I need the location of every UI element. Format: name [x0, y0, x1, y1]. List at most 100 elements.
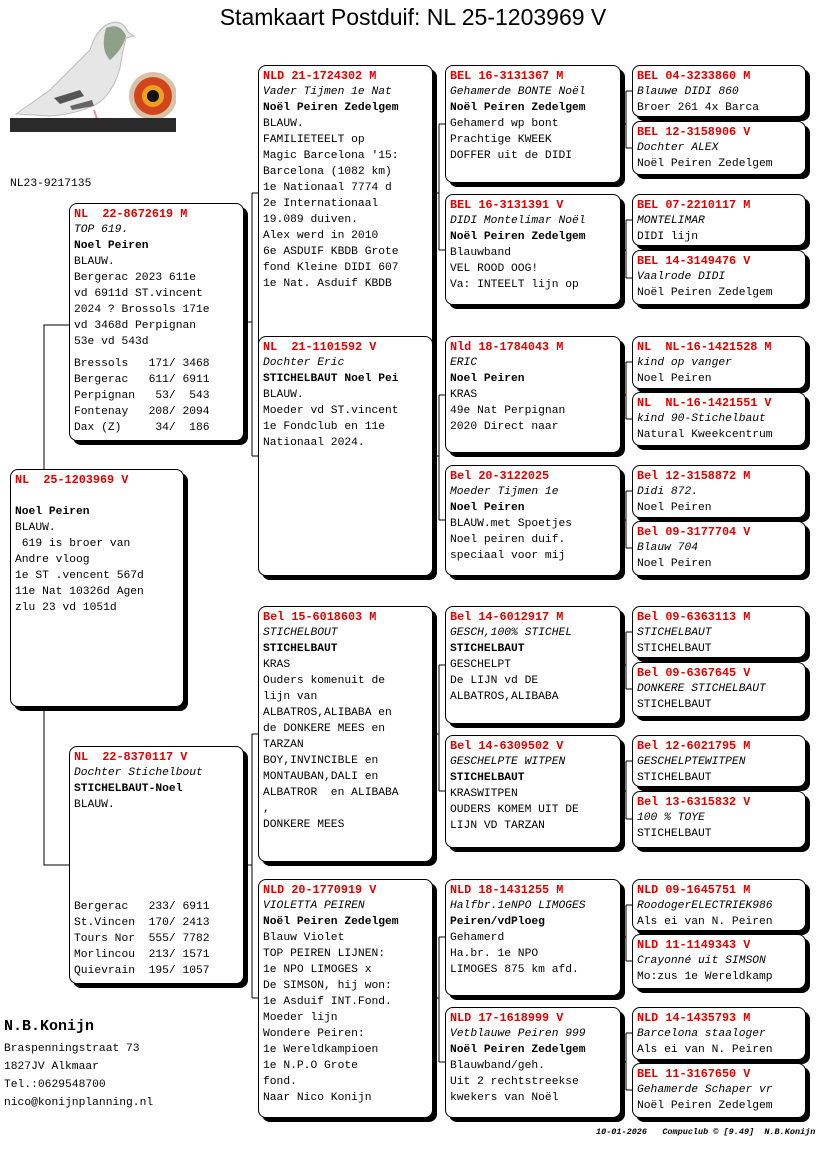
pigeon-name: GESCH,100% STICHEL — [450, 627, 573, 639]
pigeon-name: Gehamerde Schaper vr — [637, 1084, 773, 1096]
info-line: BLAUW.met Spoetjes — [450, 518, 573, 530]
ring-number: Bel 12-3158872 M — [637, 469, 751, 483]
info-line: Blauw Violet — [263, 932, 345, 944]
great-grandparent-card[interactable]: BEL 16-3131391 V DIDI Montelimar Noël Noël… — [445, 194, 621, 305]
grandparent-card[interactable]: NL 21-1101592 V Dochter Eric STICHELBAUT N… — [258, 336, 433, 576]
breeder-name: N.B.Konijn — [4, 1018, 95, 1035]
great-grandparent-card[interactable]: Bel 20-3122025 Moeder Tijmen 1e Noel Peire… — [445, 465, 621, 576]
ring-number: BEL 04-3233860 M — [637, 69, 751, 83]
info-line: , — [263, 803, 270, 815]
pigeon-name: Vader Tijmen 1e Nat — [263, 86, 392, 98]
pigeon-name: Crayonné uit SIMSON — [637, 955, 766, 967]
race-result: Perpignan 53/ 543 — [74, 390, 210, 402]
race-results: Bergerac 233/ 6911 St.Vincen 170/ 2413 Tou… — [74, 899, 240, 981]
ring-number: Bel 20-3122025 — [450, 469, 550, 483]
great-grandparent-card[interactable]: Nld 18-1784043 M ERIC Noel Peiren KRAS 49e N… — [445, 336, 621, 453]
great-great-grandparent-card[interactable]: BEL 14-3149476 V Vaalrode DIDI Noël Peiren… — [632, 250, 806, 305]
great-grandparent-card[interactable]: NLD 18-1431255 M Halfbr.1eNPO LIMOGES Peir… — [445, 879, 621, 996]
breeder-city: 1827JV Alkmaar — [4, 1061, 99, 1073]
race-result: Tours Nor 555/ 7782 — [74, 933, 210, 945]
great-grandparent-card[interactable]: Bel 14-6309502 V GESCHELPTE WITPEN STICHEL… — [445, 735, 621, 848]
owner-name: STICHELBAUT — [450, 772, 525, 784]
great-great-grandparent-card[interactable]: NL NL-16-1421528 M kind op vanger Noel Pei… — [632, 336, 806, 389]
pigeon-name: STICHELBOUT — [263, 627, 338, 639]
father-card[interactable]: NL 22-8672619 M TOP 619. Noel Peiren BLAUW.… — [69, 203, 244, 441]
great-great-grandparent-card[interactable]: Bel 09-3177704 V Blauw 704 Noel Peiren — [632, 521, 806, 576]
info-line: zlu 23 vd 1051d — [15, 602, 117, 614]
info-line: kwekers van Noël — [450, 1092, 559, 1104]
grandparent-card[interactable]: NLD 20-1770919 V VIOLETTA PEIREN Noël Peir… — [258, 879, 433, 1118]
owner-name: STICHELBAUT — [637, 643, 712, 655]
info-line: Wondere Peiren: — [263, 1028, 365, 1040]
great-grandparent-card[interactable]: BEL 16-3131367 M Gehamerde BONTE Noël Noël… — [445, 65, 621, 183]
footer: 10-01-2026 Compuclub © [9.49] N.B.Konijn — [596, 1127, 815, 1137]
ring-number: BEL 14-3149476 V — [637, 254, 751, 268]
owner-name: Broer 261 4x Barca — [637, 102, 760, 114]
pigeon-name: TOP 619. — [74, 224, 129, 236]
pigeon-name: Vaalrode DIDI — [637, 271, 726, 283]
pigeon-name: kind 90-Stichelbaut — [637, 413, 766, 425]
great-great-grandparent-card[interactable]: BEL 12-3158906 V Dochter ALEX Noël Peiren … — [632, 121, 806, 175]
ring-number: NLD 20-1770919 V — [263, 883, 377, 897]
owner-name: Noel Peiren — [450, 502, 525, 514]
ring-number: Bel 15-6018603 M — [263, 610, 377, 624]
pigeon-name: Dochter Stichelbout — [74, 767, 203, 779]
info-line: BLAUW. — [74, 256, 115, 268]
info-line: 19.089 duiven. — [263, 214, 358, 226]
great-great-grandparent-card[interactable]: Bel 13-6315832 V 100 % TOYE STICHELBAUT — [632, 791, 806, 848]
owner-name: Natural Kweekcentrum — [637, 429, 773, 441]
great-great-grandparent-card[interactable]: NLD 09-1645751 M RoodogerELECTRIEK986 Als … — [632, 879, 806, 931]
great-great-grandparent-card[interactable]: BEL 04-3233860 M Blauwe DIDI 860 Broer 261… — [632, 65, 806, 117]
owner-name: Als ei van N. Peiren — [637, 1044, 773, 1056]
owner-name: Peiren/vdPloeg — [450, 916, 545, 928]
info-line: Bergerac 2023 611e — [74, 272, 197, 284]
ring-number: Nld 18-1784043 M — [450, 340, 564, 354]
owner-name: STICHELBAUT — [263, 643, 338, 655]
footer-software: Compuclub © [9.49] — [662, 1127, 755, 1137]
info-line: BLAUW. — [263, 118, 304, 130]
info-line: 49e Nat Perpignan — [450, 405, 566, 417]
great-great-grandparent-card[interactable]: NLD 11-1149343 V Crayonné uit SIMSON Mo:zu… — [632, 934, 806, 989]
owner-name: Noel Peiren — [637, 502, 712, 514]
ring-number: Bel 13-6315832 V — [637, 795, 751, 809]
race-result: Dax (Z) 34/ 186 — [74, 422, 210, 434]
owner-name: STICHELBAUT — [637, 828, 712, 840]
pigeon-name: kind op vanger — [637, 357, 732, 369]
info-line: 11e Nat 10326d Agen — [15, 586, 144, 598]
great-great-grandparent-card[interactable]: Bel 09-6367645 V DONKERE STICHELBAUT STICH… — [632, 662, 806, 717]
owner-name: Noël Peiren Zedelgem — [450, 102, 586, 114]
great-great-grandparent-card[interactable]: Bel 12-6021795 M GESCHELPTEWITPEN STICHELB… — [632, 735, 806, 787]
great-grandparent-card[interactable]: NLD 17-1618999 V Vetblauwe Peiren 999 Noël… — [445, 1007, 621, 1118]
info-line: 1e Fondclub en 11e — [263, 421, 386, 433]
great-great-grandparent-card[interactable]: BEL 11-3167650 V Gehamerde Schaper vr Noël… — [632, 1063, 806, 1118]
eye-icon — [129, 72, 176, 120]
info-line: VEL ROOD OOG! — [450, 263, 539, 275]
great-great-grandparent-card[interactable]: Bel 12-3158872 M Didi 872. Noel Peiren — [632, 465, 806, 518]
great-great-grandparent-card[interactable]: NL NL-16-1421551 V kind 90-Stichelbaut Nat… — [632, 392, 806, 446]
race-result: Bergerac 611/ 6911 — [74, 374, 210, 386]
info-line: Moeder vd ST.vincent — [263, 405, 399, 417]
great-great-grandparent-card[interactable]: Bel 09-6363113 M STICHELBAUT STICHELBAUT — [632, 606, 806, 658]
great-grandparent-card[interactable]: Bel 14-6012917 M GESCH,100% STICHEL STICHE… — [445, 606, 621, 724]
info-line: speciaal voor mij — [450, 550, 566, 562]
grandparent-card[interactable]: Bel 15-6018603 M STICHELBOUT STICHELBAUT KR… — [258, 606, 433, 862]
info-line: Prachtige KWEEK — [450, 134, 552, 146]
ring-number: Bel 09-6363113 M — [637, 610, 751, 624]
info-line: Ha.br. 1e NPO — [450, 948, 539, 960]
breeder-info: N.B.Konijn Braspenningstraat 73 1827JV A… — [4, 1018, 153, 1112]
owner-name: Noël Peiren Zedelgem — [637, 287, 773, 299]
info-line: TOP PEIREN LIJNEN: — [263, 948, 386, 960]
pigeon-name: Dochter Eric — [263, 357, 345, 369]
great-great-grandparent-card[interactable]: BEL 07-2210117 M MONTELIMAR DIDI lijn — [632, 194, 806, 246]
info-line: Noel peiren duif. — [450, 534, 566, 546]
pigeon-icon — [14, 21, 136, 123]
info-line: DONKERE MEES — [263, 819, 345, 831]
info-line: 1e Nat. Asduif KBDB — [263, 278, 392, 290]
great-great-grandparent-card[interactable]: NLD 14-1435793 M Barcelona staaloger Als e… — [632, 1007, 806, 1060]
pigeon-name: Didi 872. — [637, 486, 699, 498]
ring-number: NL 25-1203969 V — [15, 473, 129, 487]
subject-pigeon-card[interactable]: NL 25-1203969 V Noel Peiren BLAUW. 619 is… — [10, 469, 184, 707]
mother-card[interactable]: NL 22-8370117 V Dochter Stichelbout STICHE… — [69, 746, 244, 984]
ring-number: Bel 09-6367645 V — [637, 666, 751, 680]
